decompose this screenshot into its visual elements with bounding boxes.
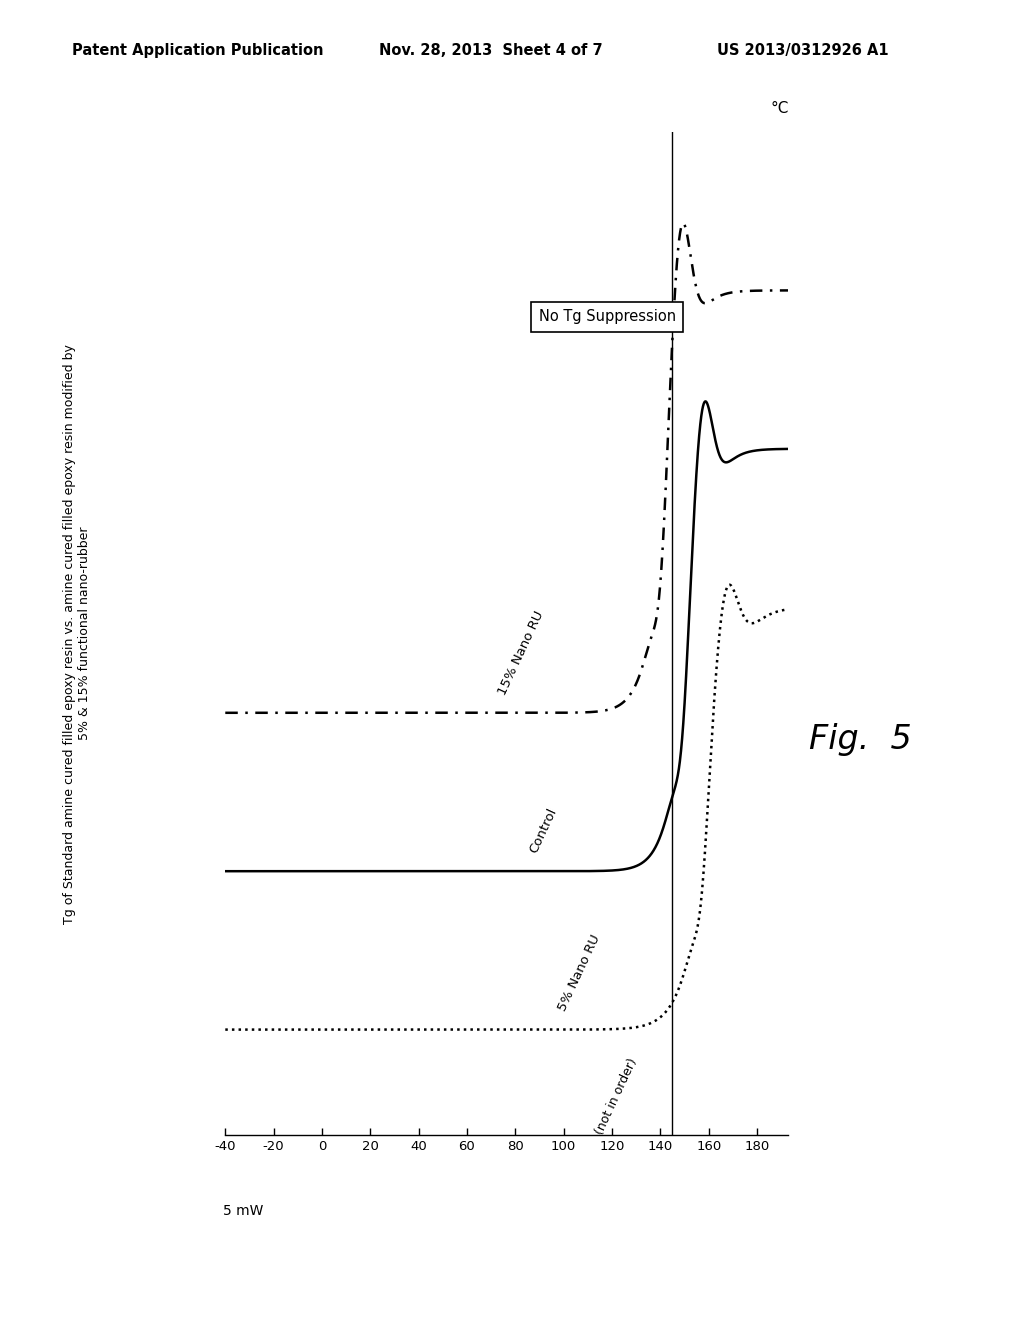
Text: (not in order): (not in order) [593, 1056, 640, 1137]
Text: No Tg Suppression: No Tg Suppression [539, 309, 676, 325]
Text: Patent Application Publication: Patent Application Publication [72, 44, 324, 58]
Text: 5 mW: 5 mW [223, 1204, 263, 1218]
Text: °C: °C [770, 102, 788, 116]
Text: 15% Nano RU: 15% Nano RU [496, 609, 547, 697]
Text: 5% Nano RU: 5% Nano RU [556, 933, 603, 1014]
Text: US 2013/0312926 A1: US 2013/0312926 A1 [717, 44, 889, 58]
Text: Fig.  5: Fig. 5 [809, 723, 911, 755]
Text: Nov. 28, 2013  Sheet 4 of 7: Nov. 28, 2013 Sheet 4 of 7 [379, 44, 602, 58]
Text: Tg of Standard amine cured filled epoxy resin vs. amine cured filled epoxy resin: Tg of Standard amine cured filled epoxy … [62, 343, 91, 924]
Text: Control: Control [527, 807, 559, 855]
